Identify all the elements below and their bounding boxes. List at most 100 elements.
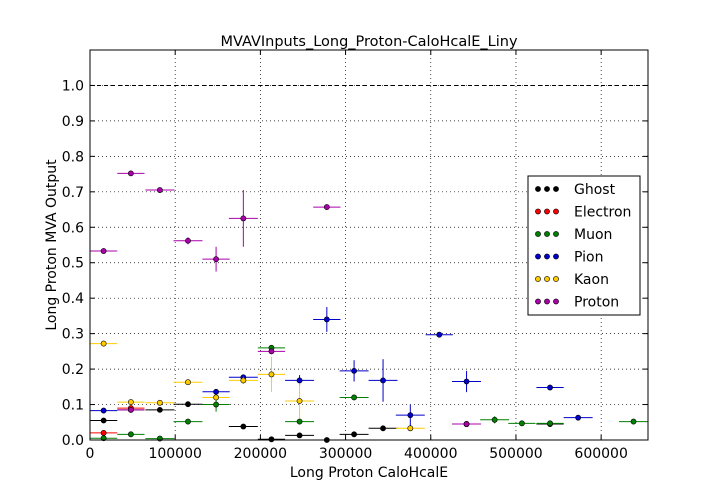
legend-marker (553, 208, 559, 215)
data-point (380, 377, 386, 384)
data-point (268, 348, 275, 355)
data-point (213, 394, 219, 401)
data-point (296, 377, 303, 384)
legend-label: Electron (574, 205, 631, 221)
y-tick-label: 0.5 (62, 256, 84, 272)
data-point (268, 436, 275, 443)
legend-marker (553, 253, 559, 260)
data-point (213, 256, 219, 263)
data-point (100, 430, 107, 436)
legend-label: Muon (574, 227, 612, 243)
data-point (547, 420, 553, 427)
legend-label: Pion (574, 250, 603, 266)
data-point (100, 248, 107, 254)
data-point (296, 398, 303, 404)
y-tick-label: 0.0 (62, 433, 84, 449)
series-kaon (90, 340, 425, 432)
legend-marker (535, 298, 541, 305)
legend-marker (553, 276, 559, 282)
y-tick-label: 1.0 (62, 78, 84, 94)
legend-marker (535, 231, 541, 237)
legend-box (527, 175, 641, 316)
data-point (127, 431, 134, 438)
x-tick-label: 400000 (404, 446, 457, 462)
legend: Ghost Electron Muon Pion Kaon Proton (527, 175, 641, 316)
data-point (351, 394, 357, 401)
data-point (185, 237, 191, 244)
data-point (213, 388, 219, 395)
legend-marker (553, 231, 559, 237)
data-point (268, 371, 275, 378)
y-tick-label: 0.6 (62, 220, 84, 236)
legend-marker (544, 231, 550, 237)
data-point (240, 215, 247, 222)
data-point (100, 340, 107, 347)
y-tick-label: 0.1 (62, 398, 84, 414)
legend-marker (544, 276, 550, 282)
data-point (240, 377, 247, 384)
data-point (351, 431, 357, 438)
data-point (156, 406, 163, 413)
chart-title: MVAVInputs_Long_Proton-CaloHcalE_Liny (220, 34, 517, 50)
legend-marker (553, 298, 559, 305)
data-point (296, 432, 303, 439)
data-point (100, 417, 107, 424)
data-point (407, 412, 414, 419)
data-point (156, 187, 163, 193)
legend-marker (535, 253, 541, 260)
data-point (127, 170, 134, 177)
legend-marker (544, 253, 550, 260)
x-tick-label: 300000 (319, 446, 372, 462)
y-tick-label: 0.2 (62, 362, 84, 378)
data-point (351, 367, 357, 374)
data-point (185, 418, 191, 425)
data-point (463, 378, 470, 385)
data-point (213, 401, 219, 408)
y-tick-label: 0.7 (62, 185, 84, 201)
legend-label: Ghost (574, 182, 616, 198)
data-point (240, 423, 247, 430)
data-point (127, 399, 134, 405)
data-point (185, 379, 191, 386)
legend-marker (544, 186, 550, 192)
y-tick-label: 0.3 (62, 327, 84, 343)
legend-marker (544, 298, 550, 305)
y-axis-label: Long Proton MVA Output (44, 159, 60, 331)
data-point (100, 407, 107, 414)
x-tick-label: 100000 (148, 446, 201, 462)
plot-frame (89, 49, 649, 441)
x-tick-label: 500000 (489, 446, 542, 462)
series-proton (90, 170, 482, 427)
legend-marker (544, 208, 550, 215)
x-tick-label: 0 (86, 446, 95, 462)
data-point (630, 418, 637, 425)
legend-marker (553, 186, 559, 192)
legend-marker (535, 208, 541, 215)
data-point (380, 425, 386, 432)
data-point (407, 425, 414, 432)
data-point (185, 401, 191, 408)
data-point (156, 399, 163, 406)
data-point (491, 416, 498, 423)
y-tick-label: 0.8 (62, 149, 84, 165)
data-point (547, 384, 553, 391)
x-axis-label: Long Proton CaloHcalE (290, 465, 448, 481)
data-point (323, 204, 330, 210)
data-point (519, 420, 525, 427)
data-point (436, 331, 443, 338)
data-point (575, 414, 582, 421)
data-point (127, 406, 134, 413)
axis-ticks: 0 100000 200000 300000 400000 500000 600000 0.0… (62, 50, 648, 462)
x-tick-label: 600000 (574, 446, 627, 462)
legend-label: Proton (574, 295, 619, 311)
data-point (323, 316, 330, 323)
legend-marker (535, 276, 541, 282)
y-tick-label: 0.4 (62, 291, 84, 307)
y-tick-label: 0.9 (62, 114, 84, 130)
data-point (296, 418, 303, 425)
x-tick-label: 200000 (234, 446, 287, 462)
legend-marker (535, 186, 541, 192)
data-points (90, 170, 648, 443)
legend-label: Kaon (574, 272, 609, 288)
